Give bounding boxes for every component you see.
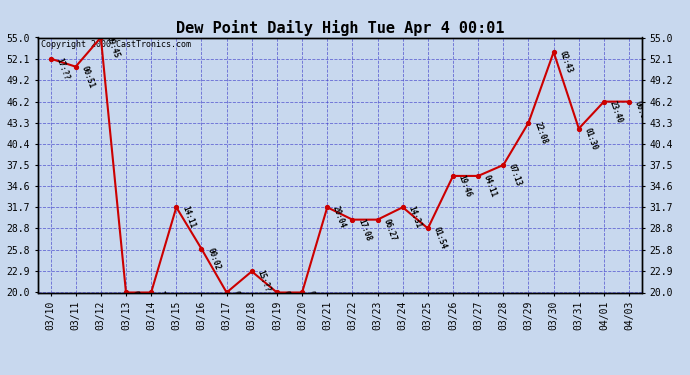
Text: 00:00: 00:00 — [306, 290, 322, 315]
Text: 06:27: 06:27 — [382, 217, 397, 242]
Text: 00:00: 00:00 — [281, 290, 297, 315]
Text: 04:11: 04:11 — [482, 174, 498, 198]
Text: 14:11: 14:11 — [180, 205, 197, 230]
Text: 07:13: 07:13 — [507, 163, 524, 188]
Text: 15:??: 15:?? — [255, 269, 272, 294]
Text: 20:04: 20:04 — [331, 205, 347, 230]
Text: 00:00: 00:00 — [633, 99, 649, 124]
Text: 02:43: 02:43 — [558, 50, 574, 75]
Text: 00:02: 00:02 — [205, 246, 221, 271]
Text: 17:??: 17:?? — [55, 56, 70, 81]
Text: 14:31: 14:31 — [406, 205, 423, 230]
Text: 09:45: 09:45 — [105, 35, 121, 60]
Text: 00:51: 00:51 — [79, 64, 96, 89]
Text: 17:08: 17:08 — [356, 217, 373, 242]
Text: 01:30: 01:30 — [582, 126, 599, 151]
Text: 00:00: 00:00 — [230, 290, 247, 315]
Text: 18:??: 18:?? — [155, 290, 171, 315]
Text: 23:40: 23:40 — [608, 99, 624, 124]
Text: 01:54: 01:54 — [432, 226, 448, 251]
Title: Dew Point Daily High Tue Apr 4 00:01: Dew Point Daily High Tue Apr 4 00:01 — [175, 20, 504, 36]
Text: Copyright 2000 CastTronics.com: Copyright 2000 CastTronics.com — [41, 40, 191, 49]
Text: 00:00: 00:00 — [130, 290, 146, 315]
Text: 19:46: 19:46 — [457, 174, 473, 198]
Text: 22:08: 22:08 — [532, 120, 549, 145]
